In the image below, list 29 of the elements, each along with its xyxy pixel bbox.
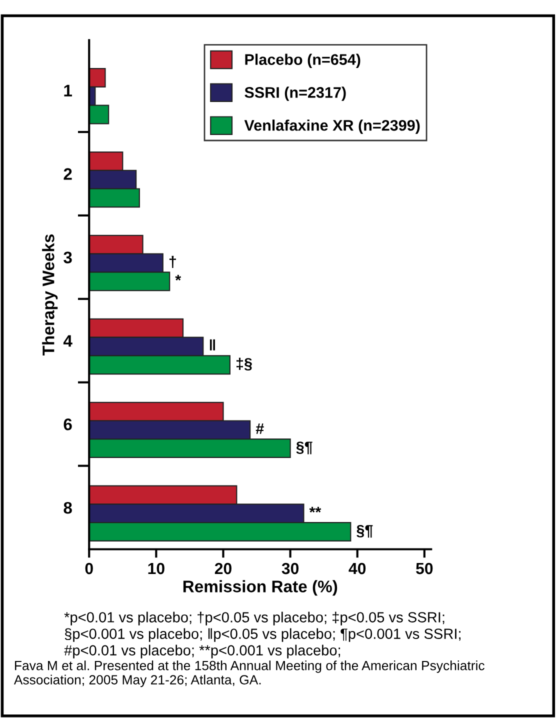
y-tick-label: 3	[64, 252, 72, 264]
legend-label: Venlafaxine XR (n=2399)	[244, 120, 420, 134]
x-tick-label: 50	[416, 562, 433, 574]
data-label: †	[169, 256, 176, 268]
text: #p<0.01 vs placebo; **p<0.001 vs placebo;	[64, 644, 340, 658]
x-tick-label: 40	[348, 562, 366, 574]
x-tick-label: 0	[85, 562, 93, 574]
legend-label: Placebo (n=654)	[245, 54, 360, 68]
legend-label: SSRI (n=2317)	[244, 86, 346, 101]
x-axis-title: Remission Rate (%)	[183, 580, 338, 596]
text: §p<0.001 vs placebo; ‖p<0.05 vs placebo; ¶p<0.001 vs SSRI;	[64, 628, 460, 642]
y-tick-label: 8	[64, 502, 72, 514]
data-label: *	[175, 274, 182, 281]
data-label: #	[256, 423, 264, 434]
x-tick-label: 20	[214, 562, 232, 574]
data-label: ‖	[210, 339, 215, 350]
data-label: §¶	[356, 525, 373, 538]
data-label: ‡§	[236, 358, 252, 370]
text: *p<0.01 vs placebo; †p<0.05 vs placebo; ‡p<0.05 vs SSRI;	[64, 612, 444, 626]
x-tick-label: 30	[282, 562, 299, 574]
data-label: **	[309, 506, 322, 513]
text: Fava M et al. Presented at the 158th Annual Meeting of the American Psychiatric Association; 2005 May 21-26; Atlanta, GA.	[14, 660, 484, 688]
y-tick-label: 1	[64, 84, 72, 96]
y-tick-label: 2	[64, 168, 72, 180]
y-tick-label: 6	[64, 418, 72, 430]
x-tick-label: 10	[148, 562, 164, 574]
y-axis-title: Therapy Weeks	[42, 234, 58, 356]
y-tick-label: 4	[63, 335, 72, 347]
data-label: §¶	[296, 442, 312, 454]
